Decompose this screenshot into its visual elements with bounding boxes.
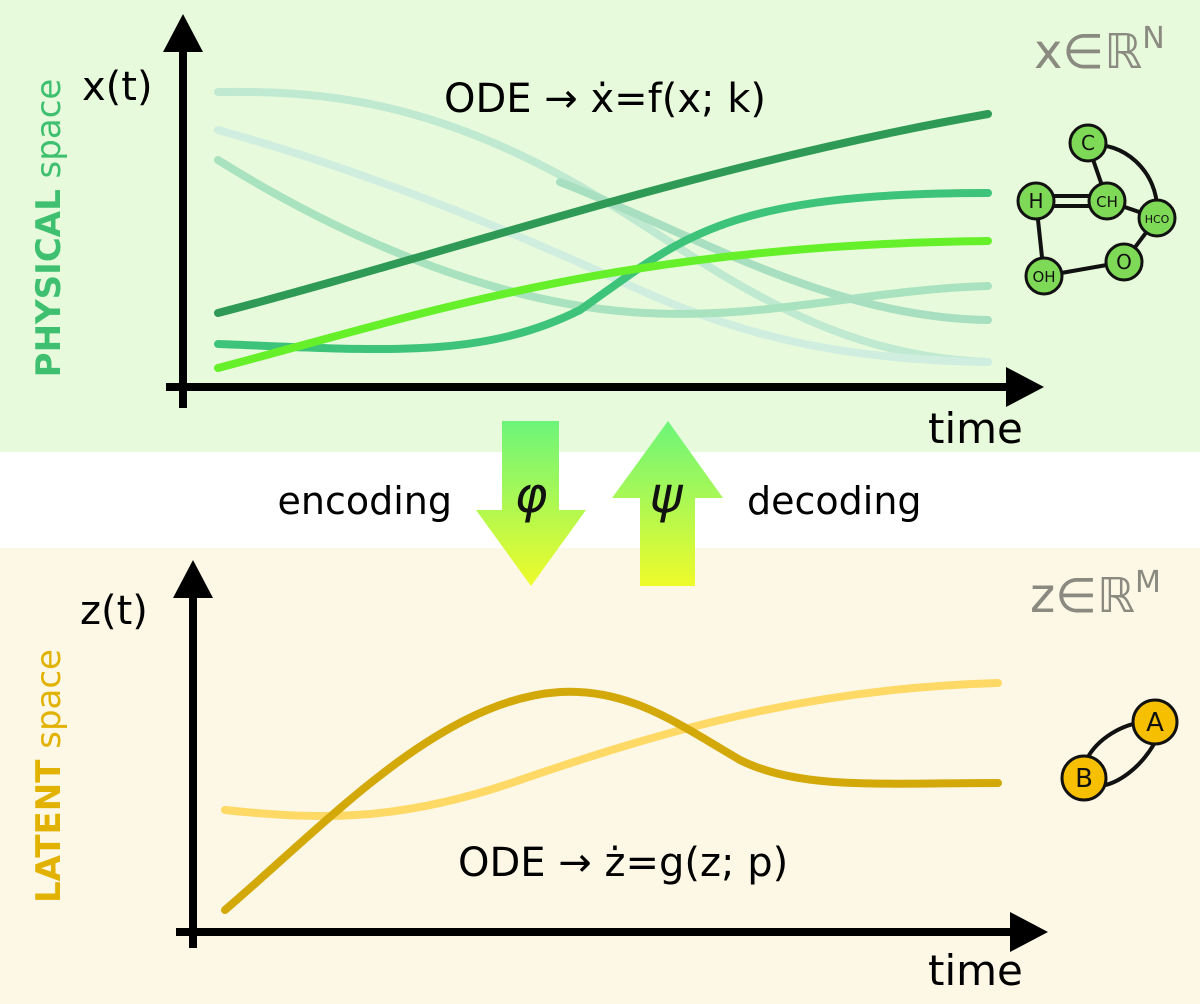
physical-axes <box>163 14 1044 408</box>
latent-y-label: z(t) <box>80 588 148 634</box>
node-oh <box>1024 256 1064 296</box>
latent-x-arrowhead <box>1010 912 1048 952</box>
latent-space-notation: z∈ℝM <box>1030 565 1161 624</box>
latent-curve-1 <box>221 679 1002 820</box>
node-c <box>1068 123 1108 163</box>
latent-curves <box>221 679 1002 914</box>
latent-space-dim: M <box>1135 565 1161 600</box>
encoding-symbol: φ <box>515 466 548 524</box>
node-hco-label: HCO <box>1145 213 1170 226</box>
physical-curve-2 <box>214 126 992 366</box>
physical-side-label: PHYSICAL space <box>29 79 69 378</box>
node-h-label: H <box>1028 189 1043 213</box>
decoding-label: decoding <box>747 479 922 523</box>
latent-space-in: ∈ <box>1055 568 1097 624</box>
physical-curve-7 <box>214 237 992 372</box>
node-o-label: O <box>1116 250 1132 274</box>
physical-side-label-rest: space <box>29 79 69 190</box>
physical-side-label-bold: PHYSICAL <box>29 189 69 377</box>
node-c-label: C <box>1081 131 1095 155</box>
encoding-label: encoding <box>278 479 453 523</box>
node-h <box>1016 181 1056 221</box>
node-ch <box>1087 181 1127 221</box>
physical-y-arrowhead <box>163 14 203 52</box>
latent-side-label-bold: LATENT <box>29 759 69 903</box>
physical-curve-6 <box>214 189 992 354</box>
node-b-label: B <box>1075 764 1093 794</box>
physical-y-label: x(t) <box>82 64 153 110</box>
node-o <box>1104 242 1144 282</box>
node-oh-label: OH <box>1032 268 1055 286</box>
latent-x-label: time <box>928 946 1023 995</box>
physical-space-dim: N <box>1142 21 1164 56</box>
physical-curve-3 <box>214 156 992 318</box>
decoding-symbol: ψ <box>650 466 684 524</box>
physical-reaction-network: C H CH HCO OH O <box>1016 123 1177 296</box>
latent-equation: ODE → ż=g(z; p) <box>458 840 788 886</box>
encoding-arrow <box>476 421 586 586</box>
node-ch-label: CH <box>1096 193 1118 211</box>
physical-x-label: time <box>928 404 1023 453</box>
physical-equation: ODE → ẋ=f(x; k) <box>444 76 766 122</box>
latent-axes <box>173 560 1048 952</box>
latent-reaction-network: A B <box>1060 698 1179 802</box>
latent-space-var: z <box>1030 568 1055 624</box>
node-a-label: A <box>1146 708 1164 738</box>
node-b <box>1060 754 1108 802</box>
physical-space-var: x <box>1034 24 1062 80</box>
node-hco <box>1137 198 1177 238</box>
latent-side-label: LATENT space <box>29 649 69 903</box>
latent-side-label-rest: space <box>29 649 69 760</box>
physical-space-notation: x∈ℝN <box>1034 21 1165 80</box>
physical-x-arrowhead <box>1006 367 1044 407</box>
physical-curve-5 <box>214 110 992 317</box>
latent-space-set: ℝ <box>1097 568 1135 624</box>
physical-curve-1 <box>214 87 992 366</box>
latent-curve-2 <box>221 687 1002 914</box>
physical-space-panel <box>0 0 1200 452</box>
decoding-arrow <box>612 421 723 586</box>
physical-space-set: ℝ <box>1104 24 1142 80</box>
physical-curves <box>214 87 992 372</box>
node-a <box>1131 698 1179 746</box>
latent-y-arrowhead <box>173 560 213 598</box>
physical-space-in: ∈ <box>1062 24 1104 80</box>
